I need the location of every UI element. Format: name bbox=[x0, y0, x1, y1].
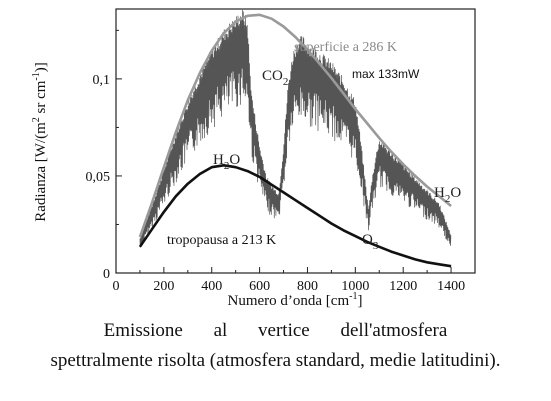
x-axis-label: Numero d’onda [cm-1] bbox=[228, 291, 363, 309]
x-tick-label: 200 bbox=[153, 279, 174, 294]
caption-line-1: Emissione al vertice dell'atmosfera bbox=[103, 320, 448, 341]
y-tick-label: 0 bbox=[103, 267, 110, 282]
h2o-right-label: H2O bbox=[434, 185, 461, 205]
x-tick-label: 400 bbox=[201, 279, 222, 294]
x-tick-label: 1200 bbox=[389, 279, 417, 294]
co2-label: CO2 bbox=[262, 68, 288, 88]
y-tick-label: 0,1 bbox=[93, 73, 111, 88]
series-layer bbox=[138, 8, 452, 268]
series-superficie bbox=[138, 13, 452, 238]
x-axis: 0 200 400 600 800 1000 1200 1400 bbox=[113, 267, 465, 294]
max-label: max 133mW bbox=[352, 67, 420, 81]
chart: 0 200 400 600 800 1000 1200 1400 0 0,05 0,1 super… bbox=[31, 8, 476, 309]
series-tropopausa bbox=[138, 164, 452, 268]
x-tick-label: 0 bbox=[113, 279, 120, 294]
tropopausa-label: tropopausa a 213 K bbox=[167, 233, 276, 248]
h2o-left-label: H2O bbox=[213, 152, 240, 172]
x-tick-label: 1400 bbox=[437, 279, 465, 294]
caption-line-2: spettralmente risolta (atmosfera standar… bbox=[50, 350, 501, 371]
o3-label: O3 bbox=[362, 232, 379, 252]
y-axis: 0 0,05 0,1 bbox=[86, 29, 122, 282]
x-tick-label: 1000 bbox=[341, 279, 369, 294]
superficie-label: superficie a 286 K bbox=[294, 40, 397, 55]
y-tick-label: 0,05 bbox=[86, 170, 111, 185]
x-tick-label: 800 bbox=[297, 279, 318, 294]
plot-frame bbox=[115, 8, 476, 274]
x-tick-label: 600 bbox=[249, 279, 270, 294]
series-spectrum bbox=[139, 8, 452, 248]
y-axis-label: Radianza [W/(m2 sr cm-1)] bbox=[31, 62, 49, 222]
